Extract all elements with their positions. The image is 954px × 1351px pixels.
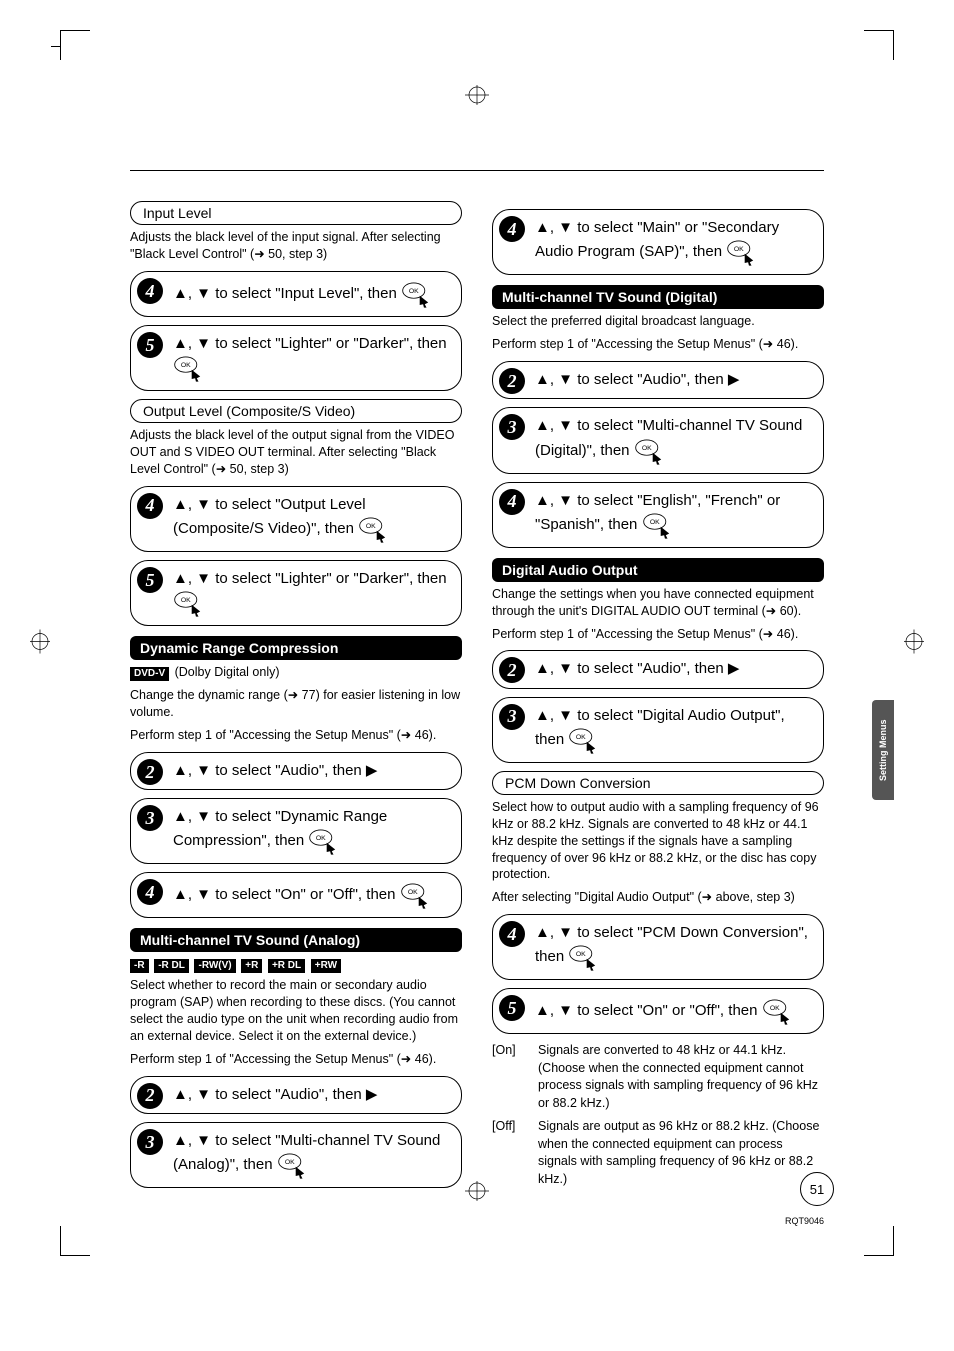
doc-code: RQT9046	[785, 1216, 824, 1226]
disc-badge: -RW(V)	[194, 959, 235, 973]
step-text: ▲, ▼ to select "Audio", then ▶	[173, 762, 377, 779]
step-text: ▲, ▼ to select "Lighter" or "Darker", th…	[173, 570, 447, 587]
step-number-icon: 4	[137, 879, 163, 905]
step-sap-4: 4 ▲, ▼ to select "Main" or "Secondary Au…	[492, 209, 824, 275]
step-text: ▲, ▼ to select "On" or "Off", then	[173, 886, 395, 903]
step-number-icon: 3	[499, 704, 525, 730]
step-mts-digital-3: 3 ▲, ▼ to select "Multi-channel TV Sound…	[492, 407, 824, 473]
mts-analog-desc1: Select whether to record the main or sec…	[130, 977, 462, 1045]
input-level-desc: Adjusts the black level of the input sig…	[130, 229, 462, 263]
step-mts-analog-3: 3 ▲, ▼ to select "Multi-channel TV Sound…	[130, 1122, 462, 1188]
page-number: 51	[800, 1172, 834, 1206]
ok-button-icon	[358, 515, 392, 543]
mts-analog-header: Multi-channel TV Sound (Analog)	[130, 928, 462, 952]
step-text: ▲, ▼ to select "Multi-channel TV Sound (…	[535, 417, 802, 458]
opt-on-key: [On]	[492, 1042, 538, 1112]
mts-analog-desc2: Perform step 1 of "Accessing the Setup M…	[130, 1051, 462, 1068]
ok-button-icon	[277, 1151, 311, 1179]
step-mts-digital-4: 4 ▲, ▼ to select "English", "French" or …	[492, 482, 824, 548]
step-number-icon: 3	[137, 805, 163, 831]
step-number-icon: 3	[137, 1129, 163, 1155]
step-number-icon: 2	[499, 368, 525, 394]
disc-badge: +R	[241, 959, 262, 973]
dao-header: Digital Audio Output	[492, 558, 824, 582]
dao-desc2: Perform step 1 of "Accessing the Setup M…	[492, 626, 824, 643]
ok-button-icon	[642, 511, 676, 539]
disc-badge: +R DL	[268, 959, 305, 973]
step-output-level-5: 5 ▲, ▼ to select "Lighter" or "Darker", …	[130, 560, 462, 626]
disc-badge: -R DL	[154, 959, 189, 973]
mts-analog-badges: -R -R DL -RW(V) +R +R DL +RW	[130, 956, 462, 973]
dao-desc1: Change the settings when you have connec…	[492, 586, 824, 620]
step-number-icon: 2	[499, 657, 525, 683]
ok-button-icon	[568, 943, 602, 971]
ok-button-icon	[400, 881, 434, 909]
drc-desc1: Change the dynamic range (➜ 77) for easi…	[130, 687, 462, 721]
step-drc-3: 3 ▲, ▼ to select "Dynamic Range Compress…	[130, 798, 462, 864]
step-text: ▲, ▼ to select "Audio", then ▶	[535, 660, 739, 677]
right-column: 4 ▲, ▼ to select "Main" or "Secondary Au…	[492, 201, 824, 1196]
step-drc-2: 2 ▲, ▼ to select "Audio", then ▶	[130, 752, 462, 790]
opt-off-key: [Off]	[492, 1118, 538, 1188]
step-pcm-4: 4 ▲, ▼ to select "PCM Down Conversion", …	[492, 914, 824, 980]
ok-button-icon	[568, 726, 602, 754]
pcm-header: PCM Down Conversion	[492, 771, 824, 795]
ok-button-icon	[762, 997, 796, 1025]
step-text: ▲, ▼ to select "Audio", then ▶	[535, 371, 739, 388]
pcm-desc2: After selecting "Digital Audio Output" (…	[492, 889, 824, 906]
step-pcm-5: 5 ▲, ▼ to select "On" or "Off", then	[492, 988, 824, 1034]
step-input-level-5: 5 ▲, ▼ to select "Lighter" or "Darker", …	[130, 325, 462, 391]
ok-button-icon	[173, 589, 207, 617]
input-level-header: Input Level	[130, 201, 462, 225]
drc-badge-note: (Dolby Digital only)	[175, 665, 280, 679]
step-drc-4: 4 ▲, ▼ to select "On" or "Off", then	[130, 872, 462, 918]
disc-badge: +RW	[311, 959, 341, 973]
step-text: ▲, ▼ to select "Input Level", then	[173, 285, 397, 302]
step-text: ▲, ▼ to select "Dynamic Range Compressio…	[173, 808, 387, 849]
pcm-desc1: Select how to output audio with a sampli…	[492, 799, 824, 883]
step-number-icon: 4	[499, 489, 525, 515]
mts-digital-header: Multi-channel TV Sound (Digital)	[492, 285, 824, 309]
step-number-icon: 5	[137, 332, 163, 358]
step-input-level-4: 4 ▲, ▼ to select "Input Level", then	[130, 271, 462, 317]
step-text: ▲, ▼ to select "Lighter" or "Darker", th…	[173, 335, 447, 352]
ok-button-icon	[634, 437, 668, 465]
output-level-desc: Adjusts the black level of the output si…	[130, 427, 462, 478]
step-number-icon: 4	[499, 921, 525, 947]
step-number-icon: 2	[137, 1083, 163, 1109]
step-number-icon: 4	[499, 216, 525, 242]
drc-desc2: Perform step 1 of "Accessing the Setup M…	[130, 727, 462, 744]
ok-button-icon	[726, 238, 760, 266]
opt-on-val: Signals are converted to 48 kHz or 44.1 …	[538, 1042, 824, 1112]
step-output-level-4: 4 ▲, ▼ to select "Output Level (Composit…	[130, 486, 462, 552]
ok-button-icon	[308, 827, 342, 855]
step-dao-3: 3 ▲, ▼ to select "Digital Audio Output",…	[492, 697, 824, 763]
step-text: ▲, ▼ to select "Output Level (Composite/…	[173, 496, 366, 537]
disc-badge: -R	[130, 959, 149, 973]
mts-digital-desc2: Perform step 1 of "Accessing the Setup M…	[492, 336, 824, 353]
step-number-icon: 2	[137, 759, 163, 785]
side-tab: Setting Menus	[872, 700, 894, 800]
ok-button-icon	[401, 280, 435, 308]
drc-header: Dynamic Range Compression	[130, 636, 462, 660]
step-mts-analog-2: 2 ▲, ▼ to select "Audio", then ▶	[130, 1076, 462, 1114]
disc-badge: DVD-V	[130, 667, 169, 681]
mts-digital-desc1: Select the preferred digital broadcast l…	[492, 313, 824, 330]
step-number-icon: 5	[137, 567, 163, 593]
step-number-icon: 3	[499, 414, 525, 440]
step-dao-2: 2 ▲, ▼ to select "Audio", then ▶	[492, 650, 824, 688]
ok-button-icon	[173, 354, 207, 382]
drc-badge-line: DVD-V (Dolby Digital only)	[130, 664, 462, 681]
left-column: Input Level Adjusts the black level of t…	[130, 201, 462, 1196]
step-text: ▲, ▼ to select "On" or "Off", then	[535, 1002, 757, 1019]
step-mts-digital-2: 2 ▲, ▼ to select "Audio", then ▶	[492, 361, 824, 399]
step-number-icon: 4	[137, 493, 163, 519]
opt-off-val: Signals are output as 96 kHz or 88.2 kHz…	[538, 1118, 824, 1188]
step-text: ▲, ▼ to select "Audio", then ▶	[173, 1086, 377, 1103]
step-number-icon: 4	[137, 278, 163, 304]
pcm-options: [On] Signals are converted to 48 kHz or …	[492, 1042, 824, 1188]
step-number-icon: 5	[499, 995, 525, 1021]
output-level-header: Output Level (Composite/S Video)	[130, 399, 462, 423]
